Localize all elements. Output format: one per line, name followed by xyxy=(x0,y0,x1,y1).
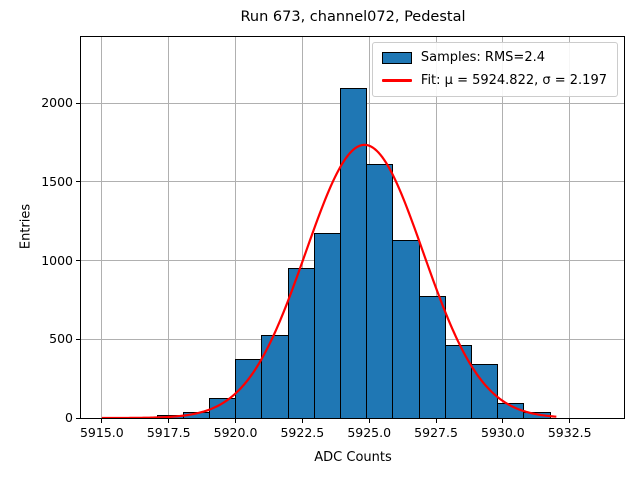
fit-line-swatch xyxy=(381,79,412,82)
x-tick-mark xyxy=(235,419,237,423)
x-tick-label: 5930.0 xyxy=(481,425,525,440)
gridline-x xyxy=(235,37,237,418)
x-tick-label: 5932.5 xyxy=(547,425,592,440)
chart-title: Run 673, channel072, Pedestal xyxy=(240,9,466,25)
gridline-x xyxy=(435,37,437,418)
histogram-bar xyxy=(366,163,394,418)
x-tick-mark xyxy=(101,419,103,423)
gridline-x xyxy=(301,37,303,418)
x-tick-label: 5922.5 xyxy=(280,425,325,440)
x-tick-mark xyxy=(435,419,437,423)
legend-label-samples: Samples: RMS=2.4 xyxy=(420,50,546,65)
plot-area: Samples: RMS=2.4 Fit: μ = 5924.822, σ = … xyxy=(80,36,625,419)
y-tick-mark xyxy=(76,102,80,104)
y-tick-mark xyxy=(76,181,80,183)
legend-label-fit: Fit: μ = 5924.822, σ = 2.197 xyxy=(420,73,607,88)
y-tick-mark xyxy=(76,260,80,262)
gridline-x xyxy=(168,37,170,418)
gridline-x xyxy=(101,37,103,418)
y-tick-mark xyxy=(76,338,80,340)
y-tick-mark xyxy=(76,417,80,419)
x-tick-label: 5920.0 xyxy=(213,425,258,440)
x-axis-label: ADC Counts xyxy=(314,450,392,465)
gridline-x xyxy=(569,37,571,418)
x-tick-label: 5925.0 xyxy=(347,425,392,440)
fit-curve xyxy=(101,143,557,418)
x-tick-mark xyxy=(569,419,571,423)
histogram-swatch xyxy=(381,51,412,64)
x-tick-label: 5915.0 xyxy=(79,425,124,440)
x-tick-label: 5927.5 xyxy=(414,425,458,440)
y-tick-label: 500 xyxy=(49,331,73,347)
x-tick-label: 5917.5 xyxy=(146,425,191,440)
y-tick-label: 1000 xyxy=(41,252,73,268)
x-tick-mark xyxy=(168,419,170,423)
legend: Samples: RMS=2.4 Fit: μ = 5924.822, σ = … xyxy=(371,42,618,97)
histogram-bar xyxy=(287,268,315,418)
legend-item-fit: Fit: μ = 5924.822, σ = 2.197 xyxy=(381,73,607,88)
y-tick-label: 1500 xyxy=(41,173,73,189)
x-tick-mark xyxy=(502,419,504,423)
y-tick-label: 0 xyxy=(65,410,73,425)
y-tick-label: 2000 xyxy=(41,95,73,111)
x-tick-mark xyxy=(368,419,370,423)
x-tick-mark xyxy=(301,419,303,423)
legend-item-samples: Samples: RMS=2.4 xyxy=(381,50,607,65)
gridline-x xyxy=(502,37,504,418)
